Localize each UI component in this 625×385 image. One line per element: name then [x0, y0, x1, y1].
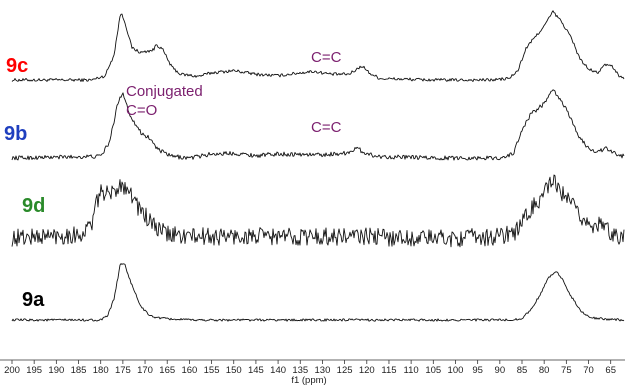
- x-tick-label: 185: [71, 365, 87, 376]
- x-tick-label: 80: [539, 365, 550, 376]
- x-tick-label: 125: [337, 365, 353, 376]
- x-tick-label: 145: [248, 365, 264, 376]
- series-labels: 9c 9b 9d 9a: [4, 55, 45, 311]
- x-tick-label: 115: [381, 365, 396, 376]
- x-tick-label: 155: [204, 365, 220, 376]
- x-axis-label: f1 (ppm): [291, 375, 326, 385]
- x-tick-label: 140: [270, 365, 286, 376]
- x-tick-label: 130: [315, 365, 331, 376]
- series-label-9b: 9b: [4, 123, 27, 145]
- annotations: C=C Conjugated C=O C=C: [126, 49, 342, 136]
- x-tick-label: 180: [93, 365, 109, 376]
- x-tick-label: 170: [137, 365, 153, 376]
- annotation-2: C=O: [126, 102, 157, 119]
- x-tick-label: 100: [448, 365, 464, 376]
- x-tick-label: 95: [472, 365, 483, 376]
- x-axis: 200 195 190 185 180 175 170 165 160 155 150 145 140 1…: [0, 359, 625, 376]
- x-tick-label: 65: [605, 365, 616, 376]
- trace-9b: [11, 89, 625, 161]
- x-tick-label: 165: [159, 365, 175, 376]
- series-label-9d: 9d: [22, 195, 45, 217]
- x-tick-label: 85: [517, 365, 528, 376]
- series-label-9a: 9a: [22, 289, 45, 311]
- x-tick-label: 195: [26, 365, 42, 376]
- trace-9a: [11, 263, 625, 322]
- trace-9c: [11, 10, 625, 82]
- x-tick-label: 200: [4, 365, 20, 376]
- trace-9d: [11, 174, 625, 248]
- x-tick-label: 105: [425, 365, 441, 376]
- spectra-traces: [11, 10, 625, 322]
- x-tick-label: 135: [292, 365, 308, 376]
- series-label-9c: 9c: [6, 55, 28, 77]
- annotation-1: Conjugated: [126, 83, 203, 100]
- x-tick-label: 190: [48, 365, 64, 376]
- annotation-0: C=C: [311, 49, 342, 66]
- x-tick-label: 160: [181, 365, 197, 376]
- x-tick-label: 70: [583, 365, 594, 376]
- x-tick-label: 175: [115, 365, 131, 376]
- x-tick-label: 120: [359, 365, 375, 376]
- annotation-3: C=C: [311, 119, 342, 136]
- x-tick-label: 110: [404, 365, 419, 376]
- x-tick-label: 75: [561, 365, 572, 376]
- x-tick-label: 90: [495, 365, 506, 376]
- x-tick-label: 150: [226, 365, 242, 376]
